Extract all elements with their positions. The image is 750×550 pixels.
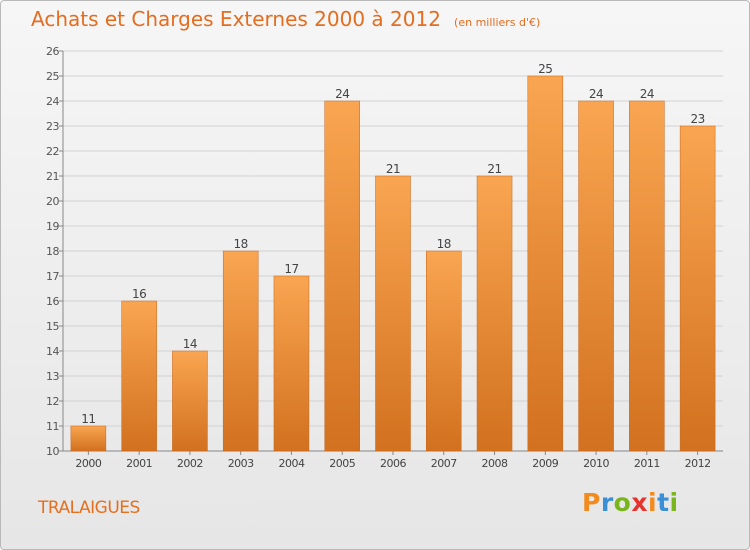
- y-tick-label: 25: [46, 70, 59, 83]
- logo-letter: i: [669, 488, 679, 517]
- bars: [70, 75, 716, 452]
- data-label: 23: [690, 112, 704, 126]
- chart-subtitle: (en milliers d'€): [454, 16, 541, 29]
- commune-name: TRALAIGUES: [38, 498, 140, 518]
- data-label: 14: [183, 337, 197, 351]
- x-tick-label: 2010: [583, 457, 609, 470]
- bar-2002[interactable]: [172, 350, 208, 452]
- logo-letter: P: [582, 488, 601, 517]
- y-tick-label: 11: [46, 420, 59, 433]
- data-label: 21: [487, 162, 501, 176]
- y-tick-label: 17: [46, 270, 59, 283]
- bar-2008[interactable]: [476, 175, 513, 452]
- data-labels: 11 16 14 18 17 24 21 18 21 25 24 24 23: [81, 62, 705, 426]
- data-label: 24: [640, 87, 654, 101]
- bar-2012[interactable]: [679, 125, 716, 452]
- x-tick-label: 2007: [431, 457, 457, 470]
- x-tick-label: 2009: [532, 457, 558, 470]
- data-label: 24: [589, 87, 603, 101]
- y-tick-label: 18: [46, 245, 59, 258]
- chart-title: Achats et Charges Externes 2000 à 2012: [31, 7, 441, 31]
- title-row: Achats et Charges Externes 2000 à 2012 (…: [31, 7, 540, 31]
- x-tick-label: 2005: [329, 457, 355, 470]
- x-tick-label: 2006: [380, 457, 406, 470]
- logo-letter: i: [648, 488, 658, 517]
- x-tick-label: 2000: [75, 457, 101, 470]
- y-tick-label: 14: [46, 345, 59, 358]
- x-tick-label: 2001: [126, 457, 152, 470]
- proxiti-logo[interactable]: Proxiti: [582, 488, 679, 517]
- y-tick-label: 23: [46, 120, 59, 133]
- y-tick-label: 12: [46, 395, 59, 408]
- y-tick-label: 24: [46, 95, 59, 108]
- data-label: 25: [538, 62, 552, 76]
- logo-letter: x: [631, 488, 648, 517]
- y-tick-label: 26: [46, 45, 59, 58]
- x-tick-label: 2012: [685, 457, 711, 470]
- y-tick-label: 10: [46, 445, 59, 458]
- logo-letter: o: [613, 488, 632, 517]
- data-label: 18: [234, 237, 248, 251]
- y-tick-label: 13: [46, 370, 59, 383]
- bar-2007[interactable]: [426, 250, 462, 452]
- y-tick-label: 15: [46, 320, 59, 333]
- x-tick-label: 2004: [278, 457, 304, 470]
- bar-2003[interactable]: [222, 250, 259, 452]
- bar-2005[interactable]: [324, 100, 360, 452]
- data-label: 17: [284, 262, 298, 276]
- bar-2010[interactable]: [578, 100, 614, 452]
- bar-2004[interactable]: [273, 275, 310, 452]
- data-label: 16: [132, 287, 146, 301]
- data-label: 11: [81, 412, 95, 426]
- y-tick-label: 22: [46, 145, 59, 158]
- y-tick-label: 19: [46, 220, 59, 233]
- x-tick-label: 2008: [482, 457, 508, 470]
- bar-2006[interactable]: [375, 175, 411, 452]
- bar-2000[interactable]: [70, 425, 107, 452]
- bar-2001[interactable]: [121, 300, 157, 452]
- bar-2011[interactable]: [629, 100, 665, 452]
- y-tick-label: 16: [46, 295, 59, 308]
- y-tick-label: 21: [46, 170, 59, 183]
- x-tick-label: 2011: [634, 457, 660, 470]
- y-tick-label: 20: [46, 195, 59, 208]
- x-tick-label: 2003: [228, 457, 254, 470]
- data-label: 24: [335, 87, 349, 101]
- bar-2009[interactable]: [527, 75, 564, 452]
- data-label: 18: [437, 237, 451, 251]
- x-tick-label: 2002: [177, 457, 203, 470]
- data-label: 21: [386, 162, 400, 176]
- logo-letter: t: [657, 488, 670, 517]
- logo-letter: r: [600, 488, 614, 517]
